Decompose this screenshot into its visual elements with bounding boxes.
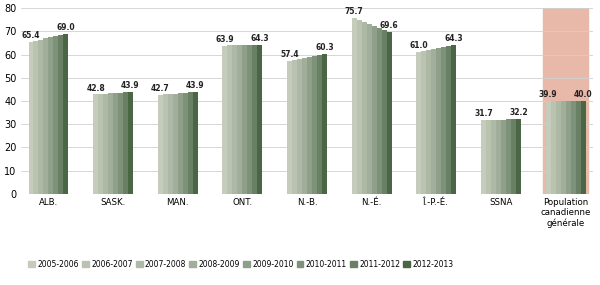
Bar bbox=[571, 101, 575, 194]
Bar bbox=[441, 47, 446, 194]
Text: 61.0: 61.0 bbox=[410, 41, 428, 50]
Bar bbox=[232, 45, 238, 194]
Bar bbox=[421, 51, 427, 194]
Text: 42.8: 42.8 bbox=[86, 84, 105, 93]
Bar bbox=[367, 24, 371, 194]
Bar bbox=[93, 95, 98, 194]
Bar bbox=[427, 50, 431, 194]
Legend: 2005-2006, 2006-2007, 2007-2008, 2008-2009, 2009-2010, 2010-2011, 2011-2012, 201: 2005-2006, 2006-2007, 2007-2008, 2008-20… bbox=[25, 256, 457, 272]
Bar bbox=[173, 93, 178, 194]
Bar bbox=[49, 37, 53, 194]
Bar bbox=[560, 101, 566, 194]
Bar bbox=[556, 101, 560, 194]
Bar bbox=[486, 120, 491, 194]
Text: 57.4: 57.4 bbox=[280, 50, 299, 59]
Bar bbox=[546, 101, 551, 194]
Bar bbox=[188, 92, 193, 194]
Bar bbox=[511, 119, 516, 194]
Bar bbox=[431, 49, 436, 194]
Bar bbox=[377, 28, 382, 194]
Bar bbox=[543, 8, 588, 194]
Bar bbox=[382, 30, 386, 194]
Bar bbox=[43, 38, 49, 194]
Bar bbox=[581, 101, 586, 194]
Text: 64.3: 64.3 bbox=[250, 34, 269, 43]
Bar bbox=[29, 42, 34, 194]
Bar bbox=[292, 60, 297, 194]
Bar bbox=[227, 45, 232, 194]
Bar bbox=[371, 26, 377, 194]
Bar bbox=[103, 94, 108, 194]
Bar bbox=[168, 94, 173, 194]
Bar bbox=[352, 18, 357, 194]
Bar bbox=[302, 58, 307, 194]
Bar bbox=[551, 101, 556, 194]
Bar bbox=[506, 119, 511, 194]
Text: 43.9: 43.9 bbox=[186, 81, 205, 90]
Bar bbox=[575, 101, 581, 194]
Bar bbox=[113, 93, 118, 194]
Bar bbox=[287, 61, 292, 194]
Bar bbox=[58, 35, 64, 194]
Bar bbox=[436, 48, 441, 194]
Bar bbox=[193, 92, 197, 194]
Text: 39.9: 39.9 bbox=[539, 90, 557, 99]
Bar bbox=[163, 94, 168, 194]
Bar bbox=[446, 46, 451, 194]
Bar bbox=[64, 34, 68, 194]
Bar bbox=[357, 20, 362, 194]
Text: 40.0: 40.0 bbox=[574, 90, 592, 99]
Bar bbox=[516, 119, 521, 194]
Bar bbox=[386, 32, 392, 194]
Bar bbox=[451, 44, 456, 194]
Bar bbox=[53, 36, 58, 194]
Text: 65.4: 65.4 bbox=[22, 31, 40, 40]
Bar bbox=[123, 92, 128, 194]
Bar bbox=[223, 46, 227, 194]
Bar bbox=[158, 95, 163, 194]
Bar bbox=[297, 59, 302, 194]
Bar bbox=[307, 57, 312, 194]
Bar bbox=[501, 120, 506, 194]
Text: 60.3: 60.3 bbox=[315, 43, 334, 52]
Bar bbox=[242, 45, 247, 194]
Text: 43.9: 43.9 bbox=[121, 81, 140, 90]
Bar bbox=[178, 93, 182, 194]
Bar bbox=[317, 55, 322, 194]
Text: 64.3: 64.3 bbox=[445, 34, 463, 43]
Bar bbox=[566, 101, 571, 194]
Bar bbox=[98, 94, 103, 194]
Bar bbox=[257, 44, 262, 194]
Text: 75.7: 75.7 bbox=[345, 7, 364, 16]
Bar bbox=[108, 93, 113, 194]
Text: 42.7: 42.7 bbox=[151, 84, 170, 93]
Text: 69.6: 69.6 bbox=[380, 21, 398, 30]
Bar bbox=[322, 54, 327, 194]
Bar bbox=[238, 45, 242, 194]
Bar bbox=[362, 22, 367, 194]
Bar bbox=[182, 93, 188, 194]
Text: 31.7: 31.7 bbox=[474, 109, 493, 118]
Bar bbox=[491, 120, 496, 194]
Bar bbox=[496, 120, 501, 194]
Bar bbox=[34, 41, 38, 194]
Bar bbox=[118, 93, 123, 194]
Bar bbox=[312, 56, 317, 194]
Bar bbox=[38, 40, 43, 194]
Bar bbox=[481, 120, 486, 194]
Text: 63.9: 63.9 bbox=[215, 35, 234, 44]
Bar bbox=[128, 92, 133, 194]
Text: 69.0: 69.0 bbox=[56, 23, 75, 32]
Bar bbox=[416, 52, 421, 194]
Bar bbox=[247, 45, 253, 194]
Text: 32.2: 32.2 bbox=[509, 108, 527, 117]
Bar bbox=[253, 45, 257, 194]
